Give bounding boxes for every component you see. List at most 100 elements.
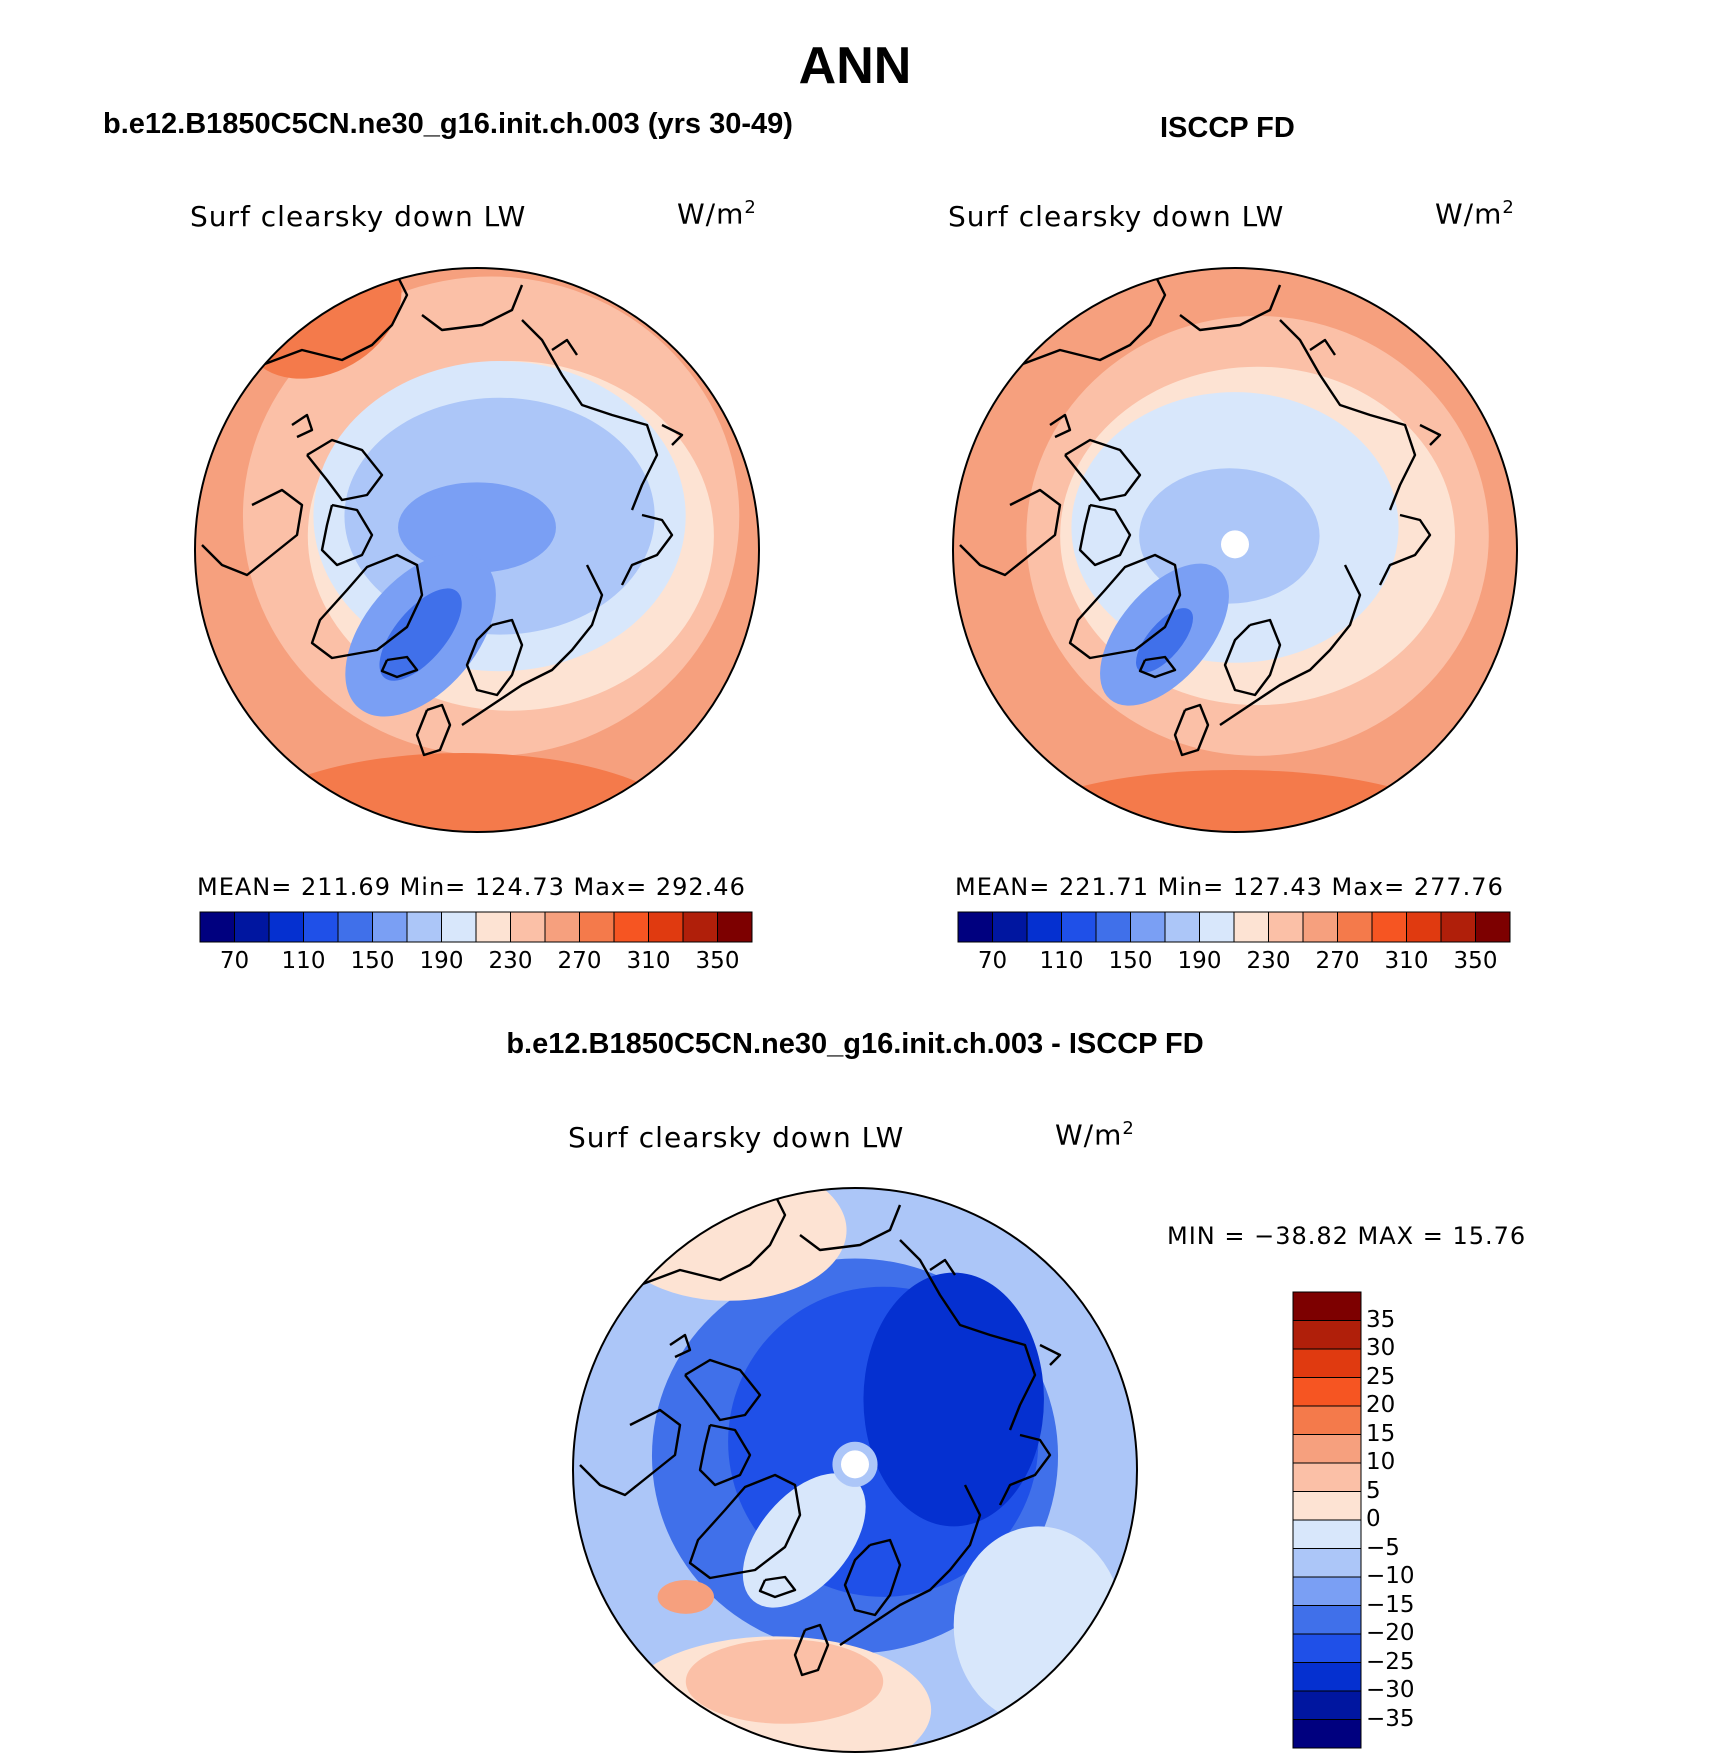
colorbar-swatch-9	[1292, 1548, 1362, 1578]
colorbar-swatch-14	[682, 911, 718, 943]
colorbar-swatch-10	[1302, 911, 1338, 943]
obs-polar-map	[952, 267, 1518, 833]
colorbar-swatch-4	[1095, 911, 1131, 943]
coastline-0	[1068, 553, 1182, 660]
coastline-11	[1173, 703, 1210, 757]
model-colorbar	[199, 911, 753, 943]
coastline-8	[461, 564, 604, 726]
colorbar-tick-label: −30	[1366, 1677, 1415, 1703]
colorbar-swatch-3	[303, 911, 339, 943]
coastline-9	[465, 618, 524, 697]
contour-band-8	[742, 1473, 866, 1608]
coastline-7	[620, 513, 674, 586]
coastline-5	[1179, 284, 1282, 332]
colorbar-swatch-13	[1292, 1662, 1362, 1692]
coastline-9	[843, 1538, 902, 1617]
coastline-3	[320, 503, 374, 567]
colorbar-tick-label: 230	[1246, 948, 1291, 974]
colorbar-tick-label: 20	[1366, 1392, 1396, 1418]
colorbar-swatch-7	[1292, 1491, 1362, 1521]
coastline-3	[1078, 503, 1132, 567]
obs-colorbar	[957, 911, 1511, 943]
colorbar-tick-label: 310	[1384, 948, 1429, 974]
obs-units-label: W/m2	[1435, 197, 1515, 231]
coastline-9	[1223, 618, 1282, 697]
colorbar-swatch-15	[1292, 1719, 1362, 1749]
colorbar-swatch-5	[372, 911, 408, 943]
coastline-10	[1138, 655, 1177, 679]
contour-band-6	[1136, 608, 1193, 673]
coastline-14	[669, 1333, 692, 1359]
coastline-4	[231, 274, 409, 367]
colorbar-tick-label: 230	[488, 948, 533, 974]
diff-colorbar	[1292, 1291, 1362, 1749]
colorbar-tick-label: −10	[1366, 1563, 1415, 1589]
coastline-1	[579, 1408, 682, 1497]
coastline-6	[899, 1239, 1037, 1431]
coastline-13	[1309, 338, 1336, 356]
diff-units-label: W/m2	[1055, 1118, 1135, 1152]
colorbar-tick-label: 150	[350, 948, 395, 974]
diff-variable-label: Surf clearsky down LW	[568, 1121, 905, 1154]
diff-colorbar-ticks: 35 30 25 20 15 10 5 0 −5 −10 −15 −20 −25 −30 −35	[1366, 1292, 1446, 1748]
colorbar-swatch-7	[1199, 911, 1235, 943]
model-polar-map	[194, 267, 760, 833]
obs-colorbar-ticks: 70 110 150 190 230 270 310 350	[958, 948, 1510, 978]
colorbar-swatch-2	[1292, 1348, 1362, 1378]
coastline-6	[521, 319, 659, 511]
colorbar-swatch-6	[1292, 1462, 1362, 1492]
colorbar-tick-label: 350	[1453, 948, 1498, 974]
coastlines	[579, 1194, 1062, 1677]
colorbar-swatch-11	[1292, 1605, 1362, 1635]
coastline-4	[989, 274, 1167, 367]
colorbar-tick-label: −15	[1366, 1591, 1415, 1618]
colorbar-swatch-1	[1292, 1320, 1362, 1350]
colorbar-tick-label: 30	[1366, 1335, 1396, 1361]
colorbar-tick-label: 70	[977, 948, 1008, 974]
coastline-6	[1279, 319, 1417, 511]
model-stats: MEAN= 211.69 Min= 124.73 Max= 292.46	[197, 873, 746, 901]
obs-stats: MEAN= 221.71 Min= 127.43 Max= 277.76	[955, 873, 1504, 901]
colorbar-swatch-14	[1440, 911, 1476, 943]
colorbar-tick-label: 15	[1366, 1420, 1396, 1447]
coastline-2	[684, 1358, 762, 1422]
colorbar-swatch-12	[1292, 1633, 1362, 1663]
model-colorbar-ticks: 70 110 150 190 230 270 310 350	[200, 948, 752, 978]
diff-panel-title: b.e12.B1850C5CN.ne30_g16.init.ch.003 - I…	[506, 1028, 1204, 1060]
colorbar-tick-label: 0	[1366, 1506, 1381, 1532]
colorbar-swatch-5	[1130, 911, 1166, 943]
coastline-10	[380, 655, 419, 679]
coastline-8	[1219, 564, 1362, 726]
contour-band-6	[685, 1639, 884, 1724]
pole-hole	[841, 1450, 869, 1479]
colorbar-swatch-10	[1292, 1576, 1362, 1606]
colorbar-swatch-14	[1292, 1690, 1362, 1720]
coastline-14	[291, 413, 314, 439]
contour-fill	[953, 268, 1517, 832]
colorbar-tick-label: 10	[1366, 1449, 1396, 1475]
colorbar-swatch-9	[510, 911, 546, 943]
coastline-4	[609, 1194, 787, 1287]
contour-band-3	[863, 1272, 1044, 1527]
colorbar-swatch-13	[1406, 911, 1442, 943]
contour-band-5	[398, 482, 556, 573]
diff-stats: MIN = −38.82 MAX = 15.76	[1167, 1222, 1527, 1250]
colorbar-tick-label: 70	[219, 948, 250, 974]
colorbar-swatch-11	[579, 911, 615, 943]
contour-band-7	[657, 1579, 714, 1614]
colorbar-tick-label: 110	[1039, 948, 1084, 974]
figure-title: ANN	[798, 37, 912, 95]
coastline-2	[306, 438, 384, 502]
coastline-7	[998, 1433, 1052, 1506]
model-units-label: W/m2	[677, 197, 757, 231]
coastline-0	[688, 1473, 802, 1580]
map-boundary	[952, 267, 1518, 833]
coastline-2	[1064, 438, 1142, 502]
colorbar-swatch-5	[1292, 1434, 1362, 1464]
colorbar-swatch-11	[1337, 911, 1373, 943]
coastline-1	[201, 488, 304, 577]
colorbar-swatch-3	[1292, 1377, 1362, 1407]
colorbar-swatch-4	[337, 911, 373, 943]
colorbar-tick-label: 270	[557, 948, 602, 974]
colorbar-tick-label: −25	[1366, 1648, 1415, 1675]
